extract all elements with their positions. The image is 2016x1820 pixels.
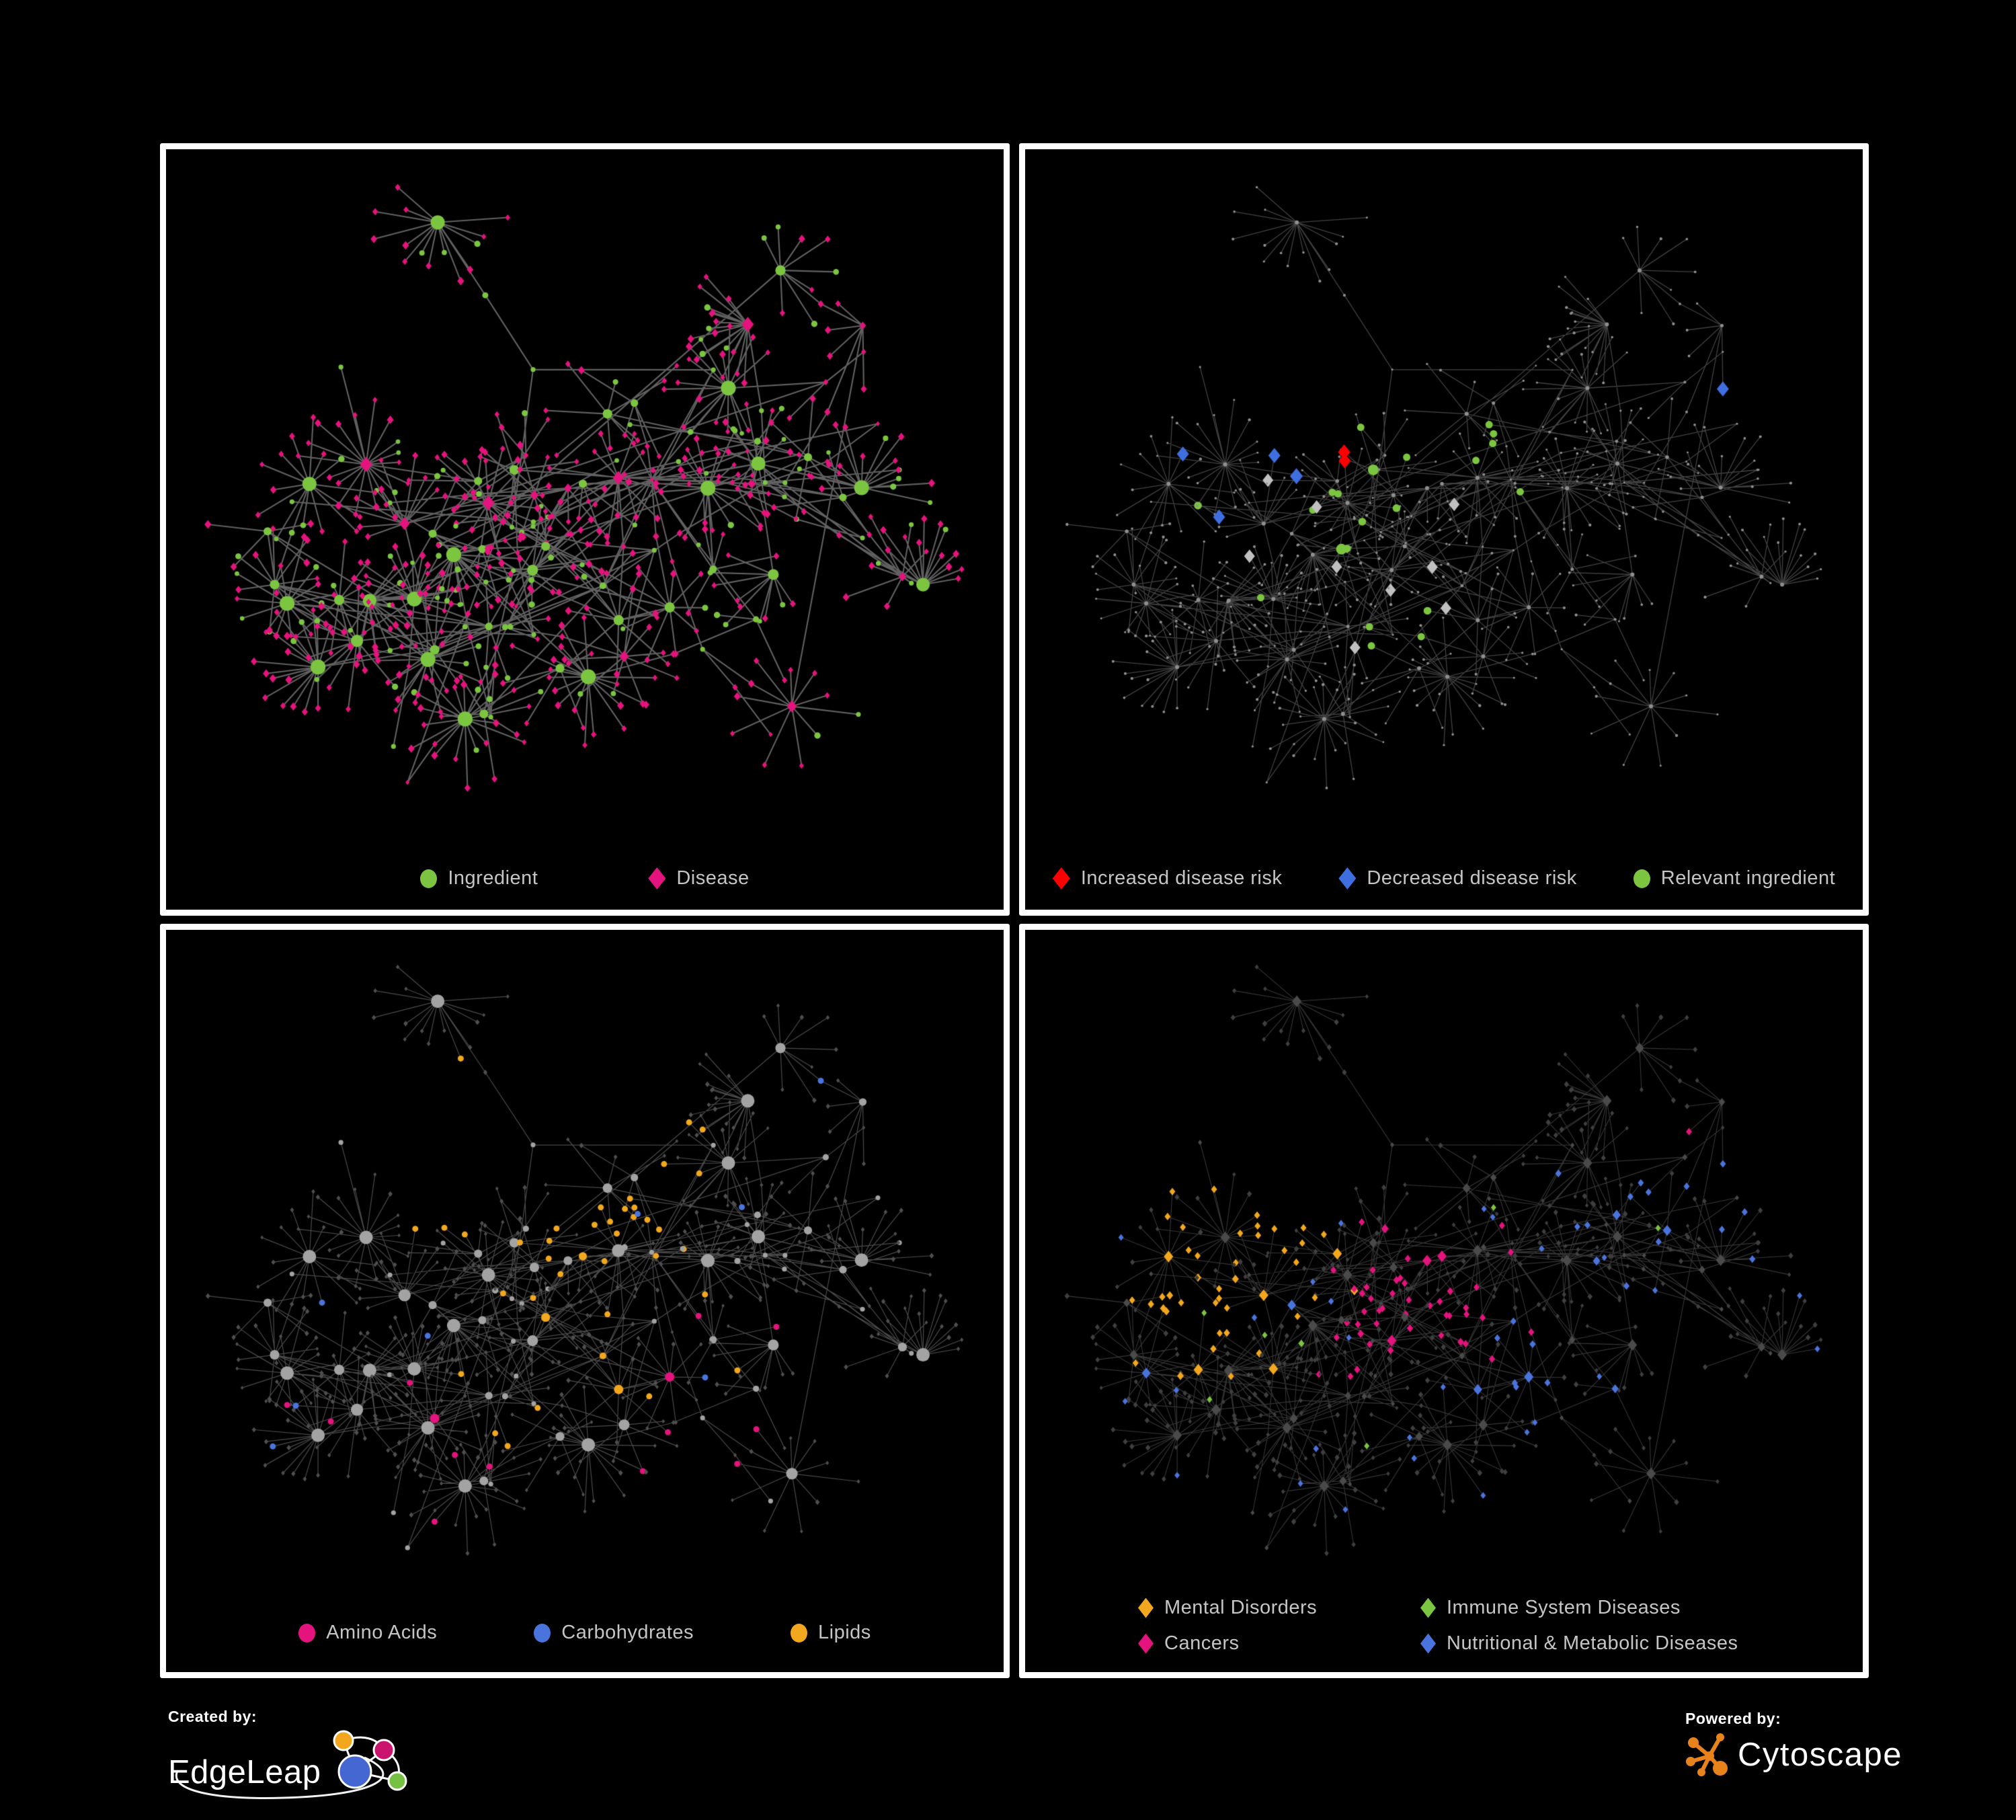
legend-label: Increased disease risk [1080,867,1283,889]
legend-label: Ingredient [448,867,538,889]
legend-item: Decreased disease risk [1338,867,1576,889]
created-by-block: Created by: EdgeLeap [168,1708,484,1815]
legend-item: Ingredient [420,867,538,889]
legend-item: Carbohydrates [534,1622,694,1644]
legend-circle-icon [298,1623,316,1643]
legend-circle-icon [420,869,438,888]
legend-item: Cancers [1138,1632,1420,1655]
legend-circle-icon [791,1623,807,1643]
created-by-label: Created by: [168,1708,257,1725]
legend-diamond-icon [1138,1597,1154,1618]
legend-label: Nutritional & Metabolic Diseases [1447,1632,1738,1654]
ingredient-disease-network-canvas [166,149,1004,910]
legend-disease-risk: Increased disease risk Decreased disease … [1025,867,1863,889]
legend-diamond-icon [1420,1597,1436,1618]
disease-risk-network-canvas [1025,149,1863,910]
legend-diamond-icon [1338,867,1357,889]
legend-label: Relevant ingredient [1660,867,1836,889]
edgeleap-wordmark: EdgeLeap [168,1753,321,1790]
legend-item: Relevant ingredient [1633,867,1836,889]
legend-diamond-icon [648,867,666,889]
legend-label: Decreased disease risk [1367,867,1577,889]
legend-label: Carbohydrates [561,1622,694,1643]
powered-by-label: Powered by: [1685,1710,1781,1727]
powered-by-block: Powered by: Cytosc [1685,1710,1968,1797]
edgeleap-logo-icon [333,1730,407,1791]
legend-item: Disease [648,867,749,889]
legend-label: Mental Disorders [1164,1597,1318,1618]
legend-label: Amino Acids [326,1622,438,1643]
legend-disease-class: Mental Disorders Immune System Diseases Ca… [1025,1597,1863,1655]
legend-diamond-icon [1052,867,1070,889]
legend-diamond-icon [1420,1633,1436,1654]
disease-class-network-canvas [1025,930,1863,1672]
legend-label: Lipids [818,1622,871,1643]
legend-item: Amino Acids [298,1622,437,1644]
legend-diamond-icon [1138,1633,1154,1654]
legend-item: Nutritional & Metabolic Diseases [1420,1632,1738,1655]
panel-disease-risk: Increased disease risk Decreased disease … [1019,143,1869,916]
legend-nutrient-class: Amino Acids Carbohydrates Lipids [166,1622,1004,1644]
legend-circle-icon [1633,869,1650,888]
legend-label: Immune System Diseases [1447,1597,1681,1618]
nutrient-class-network-canvas [166,930,1004,1672]
panel-disease-class: Mental Disorders Immune System Diseases Ca… [1019,924,1869,1678]
panel-ingredient-disease: Ingredient Disease [160,143,1010,916]
panel-nutrient-class: Amino Acids Carbohydrates Lipids [160,924,1010,1678]
legend-circle-icon [534,1623,551,1643]
legend-item: Lipids [791,1622,871,1644]
legend-ingredient-disease: Ingredient Disease [166,867,1004,889]
cytoscape-wordmark: Cytoscape [1738,1737,1903,1773]
legend-label: Cancers [1164,1632,1240,1654]
legend-label: Disease [676,867,750,889]
legend-item: Increased disease risk [1052,867,1283,889]
legend-item: Immune System Diseases [1420,1597,1738,1619]
cytoscape-logo-icon [1686,1733,1728,1776]
legend-item: Mental Disorders [1138,1597,1420,1619]
